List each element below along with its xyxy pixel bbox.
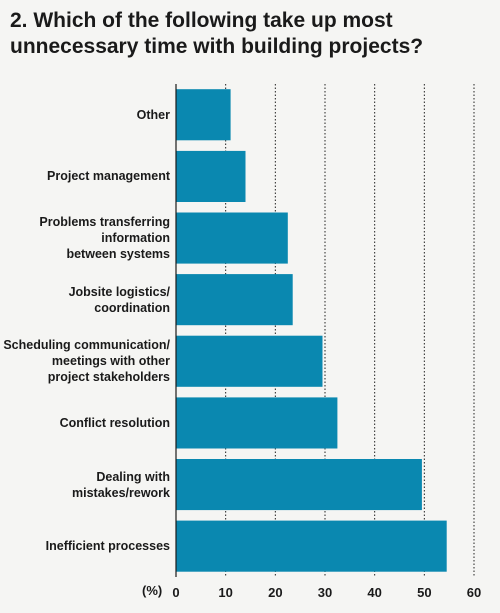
category-label-line: information — [101, 231, 170, 246]
category-label: Problems transferring information between … — [2, 207, 170, 269]
x-tick-label: 10 — [218, 585, 232, 600]
bar-6 — [176, 459, 422, 511]
bar-7 — [176, 520, 447, 572]
category-label-line: Problems transferring — [39, 215, 170, 230]
category-label: Dealing with mistakes/rework — [2, 454, 170, 516]
x-tick-label: 40 — [367, 585, 381, 600]
category-label: Scheduling communication/meetings with o… — [2, 331, 170, 393]
category-label-line: Inefficient processes — [45, 539, 170, 554]
category-label-line: Other — [136, 107, 170, 122]
category-label-line: coordination — [94, 300, 170, 315]
category-label-line: Jobsite logistics/ — [68, 284, 170, 299]
x-tick-label: 20 — [268, 585, 282, 600]
category-label: Conflict resolution — [2, 392, 170, 454]
category-label-line: mistakes/rework — [72, 485, 170, 500]
x-tick-label: 60 — [467, 585, 481, 600]
bar-5 — [176, 397, 338, 449]
category-label-line: between systems — [66, 247, 170, 262]
chart-title: 2. Which of the following take up most u… — [10, 9, 424, 58]
bar-4 — [176, 335, 323, 387]
category-label-line: Dealing with — [96, 469, 170, 484]
category-label-line: Scheduling communication/ — [3, 338, 170, 353]
category-label: Jobsite logistics/coordination — [2, 269, 170, 331]
category-label-line: project stakeholders — [47, 370, 170, 385]
bar-2 — [176, 212, 288, 264]
bar-1 — [176, 150, 246, 202]
category-label-line: Project management — [47, 169, 170, 184]
x-axis-unit-label: (%) — [142, 583, 163, 598]
category-label: Inefficient processes — [2, 515, 170, 577]
bar-0 — [176, 89, 231, 141]
x-tick-label: 50 — [417, 585, 431, 600]
category-label-line: meetings with other — [51, 354, 170, 369]
category-label: Project management — [2, 146, 170, 208]
category-label-line: Conflict resolution — [59, 415, 170, 430]
x-tick-label: 30 — [318, 585, 332, 600]
bar-3 — [176, 274, 293, 326]
x-tick-label: 0 — [172, 585, 179, 600]
category-label: Other — [2, 84, 170, 146]
